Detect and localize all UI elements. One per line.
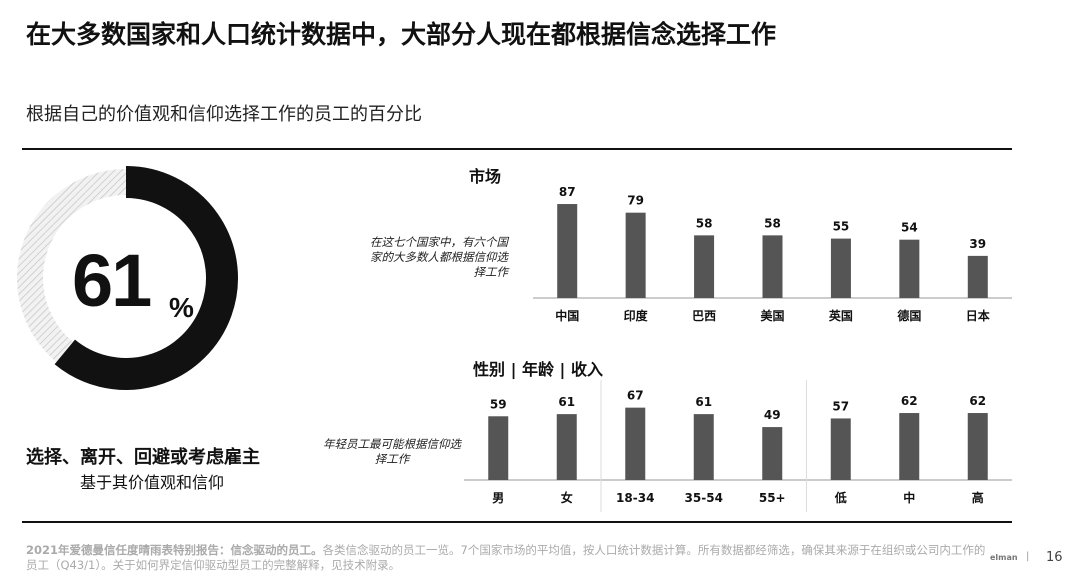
bar-value-label: 62 [901,394,918,408]
bar [488,416,509,480]
bar [625,212,646,298]
top-divider [22,148,1012,150]
bar [899,413,920,480]
category-label: 高 [972,490,984,505]
footnote-body: 各类信念驱动的员工一览。7个国家市场的平均值，按人口统计数据计算。所有数据都经筛… [26,543,986,572]
category-label: 18-34 [616,491,654,505]
brand-logo: elman [990,553,1018,562]
category-label: 35-54 [685,491,723,505]
footnote-source: 2021年爱德曼信任度晴雨表特别报告：信念驱动的员工。 [26,543,323,557]
page-subtitle: 根据自己的价值观和信仰选择工作的员工的百分比 [26,104,422,125]
bar-value-label: 58 [764,216,781,230]
bar-value-label: 61 [558,395,575,409]
bar [557,204,578,298]
bar-value-label: 87 [559,185,576,199]
bar [693,414,714,480]
bar-value-label: 59 [490,397,507,411]
bar-value-label: 58 [696,216,713,230]
footnote: 2021年爱德曼信任度晴雨表特别报告：信念驱动的员工。各类信念驱动的员工一览。7… [26,543,986,573]
bar-value-label: 67 [627,389,644,403]
bar [830,418,851,480]
demographic-bar-chart: 59 男 61 女 67 18-34 61 35-54 49 55+ 57 低 62 中 62 高 [464,380,1012,512]
bar [625,407,646,480]
bar-value-label: 54 [901,221,918,235]
donut-caption-main: 选择、离开、回避或考虑雇主 [26,447,260,468]
bar [556,414,577,480]
category-label: 德国 [897,308,921,323]
bar [830,238,851,298]
bar-value-label: 39 [969,237,986,251]
page-number: 16 [1046,550,1063,565]
donut-percent-sign: % [169,292,194,323]
demographic-note: 年轻员工最可能根据信仰选择工作 [323,437,461,466]
bar-value-label: 57 [832,399,849,413]
bottom-divider [22,521,1012,523]
donut-value-arc [54,166,238,390]
category-label: 中 [903,490,915,505]
footer-separator: | [1026,551,1030,562]
market-note: 在这七个国家中，有六个国家的大多数人都根据信仰选择工作 [370,235,508,279]
category-label: 中国 [555,308,579,323]
demographic-section-title: 性别 | 年龄 | 收入 [473,360,603,379]
category-label: 低 [834,490,847,505]
bar-value-label: 55 [833,220,850,234]
category-label: 印度 [624,308,649,323]
category-label: 55+ [759,491,786,505]
donut-value: 61 [72,239,152,322]
category-label: 英国 [829,308,853,323]
category-label: 巴西 [692,309,716,323]
bar [694,235,715,298]
bar [899,239,920,298]
category-label: 美国 [760,308,784,323]
bar [967,255,988,298]
donut-caption-sub: 基于其价值观和信仰 [80,473,225,492]
bar-value-label: 79 [627,194,644,208]
page-title: 在大多数国家和人口统计数据中，大部分人现在都根据信念选择工作 [26,20,777,49]
category-label: 男 [492,491,504,505]
category-label: 女 [561,490,573,505]
market-section-title: 市场 [469,167,502,186]
bar-value-label: 61 [695,395,712,409]
donut-chart [17,166,238,390]
bar-value-label: 49 [764,408,781,422]
bar-value-label: 62 [969,394,986,408]
bar [762,427,783,480]
category-label: 日本 [966,308,990,323]
bar [762,235,783,298]
bar [967,413,988,480]
market-bar-chart: 87 中国 79 印度 58 巴西 58 美国 55 英国 54 德国 39 日本 [533,185,1012,323]
